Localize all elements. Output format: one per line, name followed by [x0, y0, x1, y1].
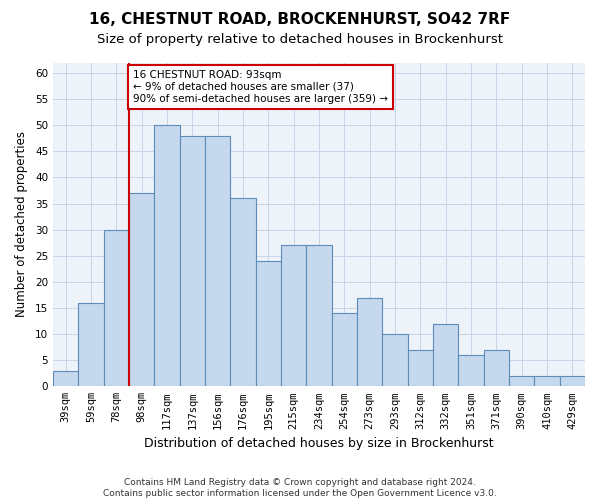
- Bar: [332, 313, 357, 386]
- Bar: [535, 376, 560, 386]
- Bar: [433, 324, 458, 386]
- Bar: [129, 193, 154, 386]
- Bar: [307, 246, 332, 386]
- Bar: [458, 355, 484, 386]
- Bar: [104, 230, 129, 386]
- Text: Contains HM Land Registry data © Crown copyright and database right 2024.
Contai: Contains HM Land Registry data © Crown c…: [103, 478, 497, 498]
- Bar: [180, 136, 205, 386]
- Bar: [509, 376, 535, 386]
- Bar: [560, 376, 585, 386]
- Text: 16, CHESTNUT ROAD, BROCKENHURST, SO42 7RF: 16, CHESTNUT ROAD, BROCKENHURST, SO42 7R…: [89, 12, 511, 28]
- Bar: [205, 136, 230, 386]
- Text: 16 CHESTNUT ROAD: 93sqm
← 9% of detached houses are smaller (37)
90% of semi-det: 16 CHESTNUT ROAD: 93sqm ← 9% of detached…: [133, 70, 388, 104]
- Bar: [230, 198, 256, 386]
- X-axis label: Distribution of detached houses by size in Brockenhurst: Distribution of detached houses by size …: [144, 437, 494, 450]
- Bar: [256, 261, 281, 386]
- Bar: [484, 350, 509, 387]
- Text: Size of property relative to detached houses in Brockenhurst: Size of property relative to detached ho…: [97, 32, 503, 46]
- Bar: [53, 370, 79, 386]
- Bar: [357, 298, 382, 386]
- Bar: [407, 350, 433, 387]
- Bar: [281, 246, 307, 386]
- Bar: [79, 302, 104, 386]
- Bar: [382, 334, 407, 386]
- Y-axis label: Number of detached properties: Number of detached properties: [15, 132, 28, 318]
- Bar: [154, 125, 180, 386]
